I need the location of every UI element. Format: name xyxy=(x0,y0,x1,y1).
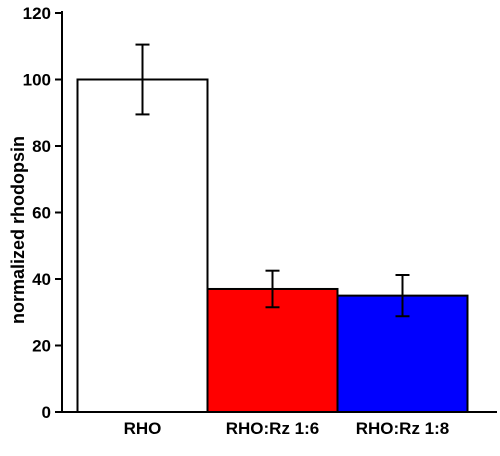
error-bars-group xyxy=(135,43,410,318)
y-tick-label-40: 40 xyxy=(32,270,51,289)
x-labels-group: RHO RHO:Rz 1:6 RHO:Rz 1:8 xyxy=(124,419,450,438)
y-tick-label-0: 0 xyxy=(42,403,51,422)
error-bar-2 xyxy=(395,274,410,318)
y-axis-title: normalized rhodopsin xyxy=(8,136,28,324)
y-tick-label-80: 80 xyxy=(32,137,51,156)
bar-1 xyxy=(206,287,339,414)
x-tick-label-2: RHO:Rz 1:8 xyxy=(356,419,450,438)
y-tick-label-100: 100 xyxy=(23,71,51,90)
y-tick-label-120: 120 xyxy=(23,4,51,23)
y-tick-label-60: 60 xyxy=(32,204,51,223)
y-tick-label-20: 20 xyxy=(32,337,51,356)
x-tick-label-1: RHO:Rz 1:6 xyxy=(226,419,320,438)
bars-group xyxy=(76,78,469,414)
error-bar-0 xyxy=(135,43,150,116)
error-bar-1 xyxy=(265,269,280,309)
y-ticks-group: 0 20 40 60 80 100 120 xyxy=(23,4,62,422)
x-tick-label-0: RHO xyxy=(124,419,162,438)
bar-0 xyxy=(76,78,209,413)
